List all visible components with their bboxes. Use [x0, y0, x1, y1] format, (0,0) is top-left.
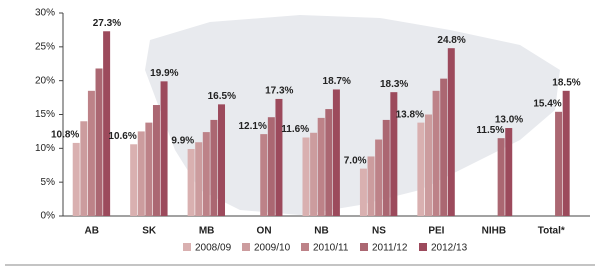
- legend-swatch: [183, 243, 191, 251]
- bar: [80, 121, 88, 216]
- bar: [447, 48, 455, 216]
- legend-label: 2008/09: [195, 243, 232, 254]
- x-tick-label: SK: [142, 226, 157, 237]
- bar: [210, 119, 218, 216]
- bar: [555, 111, 563, 216]
- bar: [218, 104, 226, 216]
- bar: [325, 109, 333, 216]
- bar: [87, 90, 95, 216]
- y-tick-label: 25%: [35, 41, 55, 52]
- y-tick-label: 20%: [35, 75, 55, 86]
- value-label: 16.5%: [208, 91, 236, 102]
- bar: [375, 139, 383, 216]
- value-label: 19.9%: [150, 68, 178, 79]
- legend-swatch: [419, 243, 427, 251]
- bar: [317, 117, 325, 216]
- y-tick-label: 15%: [35, 109, 55, 120]
- y-tick-label: 30%: [35, 8, 55, 19]
- bar: [195, 142, 203, 216]
- value-label: 7.0%: [344, 155, 367, 166]
- bar: [160, 81, 168, 217]
- legend-label: 2009/10: [254, 243, 291, 254]
- legend-swatch: [360, 243, 368, 251]
- bar: [382, 119, 390, 216]
- legend-label: 2012/13: [431, 243, 468, 254]
- x-tick-label: NS: [372, 226, 386, 237]
- bar: [497, 138, 505, 216]
- legend-label: 2011/12: [372, 243, 408, 254]
- bar: [130, 144, 138, 216]
- background-map: [145, 15, 560, 215]
- x-tick-label: NIHB: [482, 226, 506, 237]
- x-tick-label: ON: [257, 226, 272, 237]
- value-label: 11.5%: [476, 125, 504, 136]
- value-label: 27.3%: [93, 18, 121, 29]
- legend-label: 2010/11: [313, 243, 349, 254]
- value-label: 18.5%: [552, 77, 580, 88]
- x-tick-label: MB: [199, 226, 215, 237]
- bar: [145, 122, 153, 216]
- bar: [332, 89, 340, 216]
- value-label: 18.7%: [323, 76, 351, 87]
- value-label: 9.9%: [171, 136, 194, 147]
- bar: [95, 68, 103, 216]
- legend-swatch: [242, 243, 250, 251]
- y-tick-label: 10%: [35, 143, 55, 154]
- y-tick-label: 5%: [41, 177, 56, 188]
- value-label: 12.1%: [238, 121, 266, 132]
- bar: [562, 90, 570, 216]
- bar: [267, 117, 275, 216]
- bar: [187, 149, 195, 216]
- value-label: 13.8%: [396, 109, 424, 120]
- bar: [359, 168, 367, 216]
- y-tick-label: 0%: [41, 211, 56, 222]
- value-label: 10.8%: [51, 130, 79, 141]
- bar: [424, 114, 432, 216]
- x-tick-label: AB: [84, 226, 98, 237]
- x-tick-label: PEI: [428, 226, 444, 237]
- value-label: 24.8%: [437, 35, 465, 46]
- bar: [367, 156, 375, 216]
- bar: [260, 134, 268, 216]
- bar: [505, 128, 513, 216]
- bar: [137, 131, 145, 216]
- bar: [432, 90, 440, 216]
- bar: [72, 142, 80, 216]
- value-label: 13.0%: [495, 115, 523, 126]
- value-label: 17.3%: [265, 86, 293, 97]
- bar: [152, 105, 160, 216]
- bar: [202, 132, 210, 216]
- bar: [310, 132, 318, 216]
- value-label: 15.4%: [533, 98, 561, 109]
- legend-swatch: [301, 243, 309, 251]
- bar: [103, 31, 111, 216]
- bar: [390, 92, 398, 216]
- bar: [302, 137, 310, 216]
- bar: [440, 78, 448, 217]
- bar: [417, 122, 425, 216]
- value-label: 18.3%: [380, 79, 408, 90]
- x-tick-label: NB: [314, 226, 328, 237]
- value-label: 10.6%: [108, 131, 136, 142]
- bar: [275, 98, 283, 216]
- x-tick-label: Total*: [538, 226, 565, 237]
- value-label: 11.6%: [281, 124, 309, 135]
